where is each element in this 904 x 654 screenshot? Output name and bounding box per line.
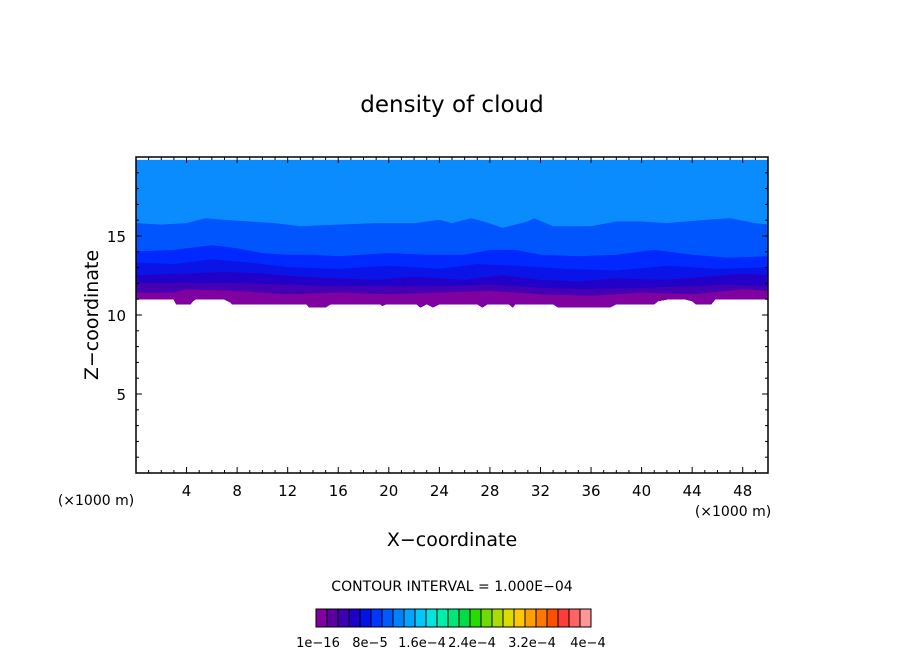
x-tick-label: 28 — [480, 482, 499, 500]
x-tick-label: 20 — [379, 482, 398, 500]
colorbar-swatch — [436, 608, 449, 628]
colorbar-swatch — [568, 608, 581, 628]
x-tick-label: 36 — [581, 482, 600, 500]
colorbar-swatch — [480, 608, 493, 628]
x-tick-label: 16 — [329, 482, 348, 500]
x-tick-label: 12 — [278, 482, 297, 500]
colorbar-swatch — [458, 608, 471, 628]
colorbar-swatch — [469, 608, 482, 628]
contour-band — [136, 289, 768, 308]
x-axis-label: X−coordinate — [387, 529, 517, 551]
colorbar: 1e−16 8e−5 1.6e−4 2.4e−4 3.2e−4 4e−4 — [296, 608, 606, 651]
colorbar-swatch — [315, 608, 328, 628]
z-unit-label: (×1000 m) — [58, 493, 134, 509]
colorbar-swatch — [392, 608, 405, 628]
colorbar-label: 4e−4 — [570, 636, 605, 651]
y-tick-label: 5 — [116, 386, 126, 404]
x-tick-label: 44 — [683, 482, 702, 500]
x-tick-label: 40 — [632, 482, 651, 500]
colorbar-swatch — [502, 608, 515, 628]
contour-fill — [136, 159, 768, 308]
colorbar-swatch — [425, 608, 438, 628]
colorbar-swatch — [381, 608, 394, 628]
colorbar-swatch — [403, 608, 416, 628]
colorbar-swatch — [370, 608, 383, 628]
colorbar-label: 3.2e−4 — [508, 636, 556, 651]
colorbar-label: 8e−5 — [352, 636, 387, 651]
colorbar-swatch — [524, 608, 537, 628]
x-unit-label: (×1000 m) — [695, 504, 771, 520]
x-tick-label: 24 — [430, 482, 449, 500]
colorbar-swatch — [513, 608, 526, 628]
colorbar-swatch — [546, 608, 559, 628]
colorbar-label: 1.6e−4 — [398, 636, 446, 651]
colorbar-swatch — [447, 608, 460, 628]
x-tick-label: 48 — [733, 482, 752, 500]
colorbar-swatch — [579, 608, 592, 628]
colorbar-swatch — [348, 608, 361, 628]
x-tick-label: 4 — [182, 482, 192, 500]
colorbar-swatch — [414, 608, 427, 628]
colorbar-swatch — [535, 608, 548, 628]
colorbar-swatch — [557, 608, 570, 628]
y-axis-label: Z−coordinate — [81, 250, 103, 380]
colorbar-label: 2.4e−4 — [448, 636, 496, 651]
colorbar-swatch — [326, 608, 339, 628]
y-tick-label: 10 — [107, 307, 126, 325]
contour-interval: CONTOUR INTERVAL = 1.000E−04 — [331, 579, 572, 595]
y-tick-label: 15 — [107, 228, 126, 246]
colorbar-swatch — [359, 608, 372, 628]
colorbar-swatch — [337, 608, 350, 628]
x-tick-label: 32 — [531, 482, 550, 500]
chart-title: density of cloud — [360, 92, 543, 118]
colorbar-label: 1e−16 — [296, 636, 340, 651]
colorbar-swatch — [491, 608, 504, 628]
x-tick-label: 8 — [232, 482, 242, 500]
